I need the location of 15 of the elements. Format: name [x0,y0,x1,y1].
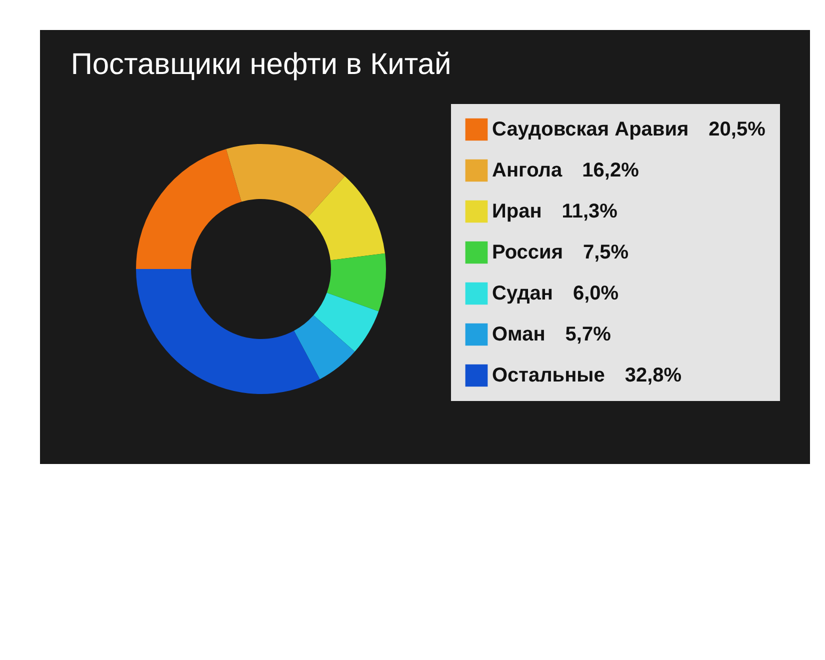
legend-label: Судан 6,0% [492,282,619,304]
legend-label: Остальные 32,8% [492,364,682,386]
donut-slice [308,176,386,260]
legend-label: Иран 11,3% [492,200,618,222]
donut-slice [314,292,379,352]
donut-slice [326,253,386,312]
chart-title: Поставщики нефти в Китай [70,48,452,81]
donut-slice [136,269,320,394]
legend-label: Россия 7,5% [492,242,629,264]
legend-label: Ангола 16,2% [492,160,640,182]
legend-label: Саудовская Аравия 20,5% [492,118,766,140]
donut-slice [226,144,345,218]
legend-label: Оман 5,7% [492,324,612,346]
donut-slice [136,148,242,269]
donut-slice [294,315,355,380]
